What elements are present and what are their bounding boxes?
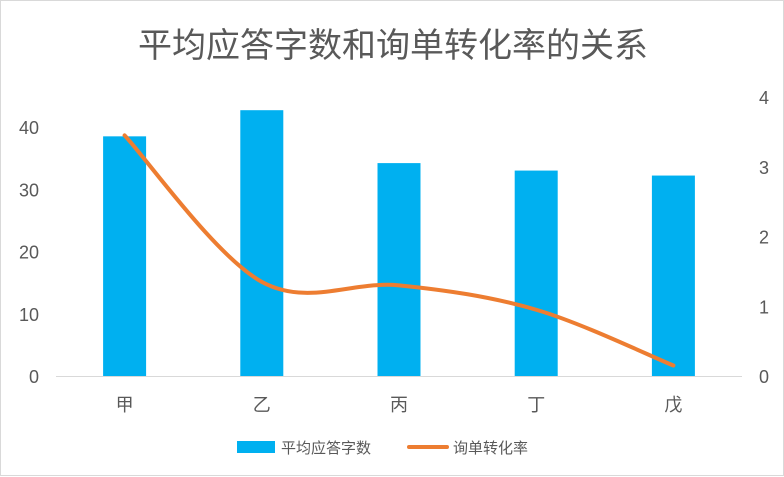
bar (103, 136, 146, 376)
bar (378, 163, 421, 376)
category-labels: 甲乙丙丁戊 (116, 395, 683, 416)
left-tick-label: 40 (19, 118, 39, 138)
right-tick-label: 0 (759, 367, 769, 387)
right-tick-label: 2 (759, 228, 769, 248)
right-tick-label: 1 (759, 297, 769, 317)
category-label: 乙 (253, 395, 271, 416)
right-tick-label: 4 (759, 88, 769, 108)
right-axis: 0 1 2 3 4 (759, 88, 769, 387)
category-label: 戊 (664, 395, 682, 416)
left-tick-label: 30 (19, 180, 39, 200)
category-label: 甲 (116, 395, 134, 416)
left-tick-label: 10 (19, 305, 39, 325)
legend: 平均应答字数 询单转化率 (237, 439, 528, 457)
legend-bar-swatch (237, 441, 275, 453)
bar (240, 110, 283, 376)
legend-line-label: 询单转化率 (453, 439, 528, 457)
bar (515, 171, 558, 376)
left-tick-label: 20 (19, 243, 39, 263)
legend-bar-label: 平均应答字数 (281, 439, 371, 457)
left-axis: 0 10 20 30 40 (19, 118, 39, 387)
chart-title: 平均应答字数和询单转化率的关系 (138, 26, 648, 66)
left-tick-label: 0 (29, 367, 39, 387)
category-label: 丙 (390, 395, 408, 416)
bar (652, 176, 695, 376)
category-label: 丁 (527, 395, 545, 416)
right-tick-label: 3 (759, 158, 769, 178)
